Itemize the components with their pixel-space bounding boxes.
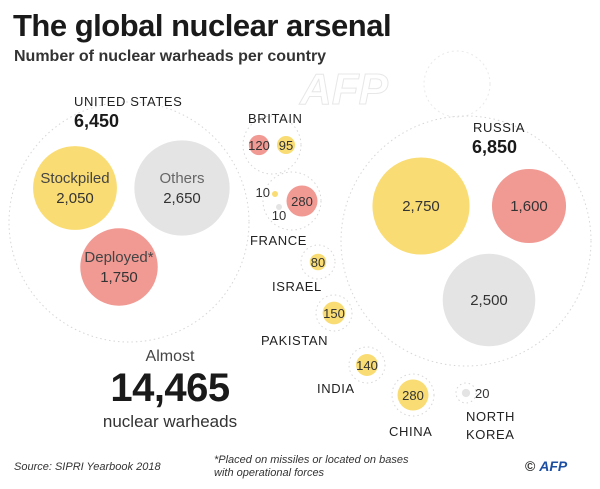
north-korea-others-bubble bbox=[461, 388, 471, 398]
pakistan-stockpiled-bubble bbox=[322, 301, 346, 325]
russia-others-bubble bbox=[442, 253, 536, 347]
russia-stockpiled-bubble bbox=[372, 157, 470, 255]
israel-stockpiled-value-label: 80 bbox=[311, 255, 325, 270]
copyright-symbol: © bbox=[525, 458, 536, 474]
france-others-value-label: 10 bbox=[272, 208, 286, 223]
pakistan-country-label: Pakistan bbox=[261, 333, 328, 348]
united-states-stockpiled-category-label: Stockpiled bbox=[40, 170, 109, 187]
pakistan-group-outline bbox=[315, 294, 353, 332]
north-korea-country-label: Korea bbox=[466, 427, 515, 442]
russia-total-label: 6,850 bbox=[472, 137, 517, 157]
france-stockpiled-value-label: 10 bbox=[256, 185, 270, 200]
russia-stockpiled-value-label: 2,750 bbox=[402, 198, 440, 215]
india-stockpiled-bubble bbox=[356, 354, 378, 376]
britain-country-label: Britain bbox=[248, 111, 303, 126]
united-states-deployed-category-label: Deployed* bbox=[84, 249, 153, 266]
india-country-label: India bbox=[317, 381, 355, 396]
britain-group-outline bbox=[242, 115, 302, 175]
israel-stockpiled-bubble bbox=[309, 253, 327, 271]
watermark-globe bbox=[423, 50, 491, 118]
north-korea-country-label: North bbox=[466, 409, 515, 424]
total-value: 14,465 bbox=[110, 366, 230, 410]
pakistan-stockpiled-value-label: 150 bbox=[323, 306, 345, 321]
china-group-outline bbox=[391, 373, 435, 417]
britain-deployed-bubble bbox=[248, 134, 270, 156]
united-states-stockpiled-bubble bbox=[33, 146, 117, 230]
united-states-deployed-bubble bbox=[80, 228, 158, 306]
russia-others-value-label: 2,500 bbox=[470, 292, 508, 309]
britain-stockpiled-bubble bbox=[276, 135, 296, 155]
israel-group-outline bbox=[300, 244, 336, 280]
france-group-outline bbox=[262, 171, 322, 231]
united-states-others-category-label: Others bbox=[159, 170, 204, 187]
afp-watermark: AFP bbox=[299, 50, 491, 118]
russia-deployed-bubble bbox=[491, 168, 567, 244]
total-unit: nuclear warheads bbox=[102, 412, 238, 431]
britain-stockpiled-value-label: 95 bbox=[279, 138, 293, 153]
north-korea-group-outline bbox=[455, 382, 477, 404]
chart-title: The global nuclear arsenal bbox=[13, 8, 392, 43]
bubbles-layer bbox=[33, 134, 567, 411]
china-stockpiled-bubble bbox=[397, 379, 429, 411]
united-states-total-label: 6,450 bbox=[74, 111, 119, 131]
united-states-others-bubble bbox=[134, 140, 230, 236]
united-states-stockpiled-value-label: 2,050 bbox=[56, 190, 94, 207]
credit: © AFP bbox=[525, 458, 567, 474]
chart-subtitle: Number of nuclear warheads per country bbox=[14, 48, 327, 65]
france-stockpiled-bubble bbox=[272, 191, 278, 197]
north-korea-others-value-label: 20 bbox=[475, 386, 489, 401]
russia-deployed-value-label: 1,600 bbox=[510, 198, 548, 215]
russia-group-outline bbox=[340, 115, 592, 367]
india-group-outline bbox=[348, 346, 386, 384]
france-others-bubble bbox=[276, 204, 282, 210]
china-stockpiled-value-label: 280 bbox=[402, 388, 424, 403]
britain-deployed-value-label: 120 bbox=[248, 138, 270, 153]
source-note: Source: SIPRI Yearbook 2018 bbox=[14, 461, 161, 473]
us-group-outline bbox=[8, 101, 250, 343]
footnote: *Placed on missiles or located on bases … bbox=[214, 454, 409, 479]
united-states-deployed-value-label: 1,750 bbox=[100, 269, 138, 286]
watermark-text: AFP bbox=[299, 65, 389, 114]
france-deployed-value-label: 280 bbox=[291, 194, 313, 209]
france-country-label: France bbox=[250, 233, 307, 248]
united-states-others-value-label: 2,650 bbox=[163, 190, 201, 207]
china-country-label: China bbox=[389, 424, 432, 439]
afp-logo: AFP bbox=[539, 458, 568, 474]
france-deployed-bubble bbox=[286, 185, 318, 217]
russia-country-label: Russia bbox=[473, 120, 525, 135]
total-lead: Almost bbox=[145, 348, 195, 365]
india-stockpiled-value-label: 140 bbox=[356, 358, 378, 373]
israel-country-label: Israel bbox=[272, 279, 322, 294]
united-states-country-label: United States bbox=[74, 94, 182, 109]
labels-layer: Stockpiled 2,050 Others 2,650 Deployed* 1,750… bbox=[40, 94, 547, 442]
